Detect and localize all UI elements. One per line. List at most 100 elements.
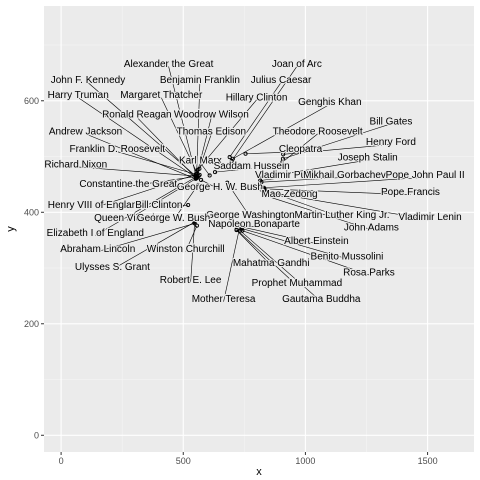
plot-panel bbox=[44, 6, 474, 452]
point-label-halo: Elizabeth I of England bbox=[47, 228, 144, 239]
leader-line bbox=[97, 223, 195, 252]
point-label-halo: Bill Clinton bbox=[135, 200, 182, 211]
point-label-halo: Albert Einstein bbox=[284, 236, 348, 247]
point-label: George H. W. Bush bbox=[177, 182, 263, 193]
point-label-halo: Bill Gates bbox=[370, 116, 413, 127]
point-label: Rosa Parks bbox=[343, 267, 395, 278]
point-label: Woodrow Wilson bbox=[174, 110, 249, 121]
point-label-halo: Gautama Buddha bbox=[282, 294, 361, 305]
leader-line bbox=[112, 222, 195, 270]
point-label-halo: Julius Caesar bbox=[251, 75, 312, 86]
point-label-halo: Winston Churchill bbox=[147, 244, 225, 255]
leader-line bbox=[75, 166, 197, 177]
leader-line bbox=[185, 225, 198, 252]
point-label: Elizabeth I of England bbox=[47, 228, 144, 239]
leader-line bbox=[263, 177, 426, 189]
point-label: Cleopatra bbox=[279, 144, 323, 155]
data-point bbox=[227, 155, 232, 160]
leader-line bbox=[264, 191, 431, 221]
point-label: Theodore Roosevelt bbox=[273, 126, 363, 137]
point-label: Saddam Hussein bbox=[214, 161, 290, 172]
leader-line bbox=[236, 229, 272, 266]
x-tick-label: 0 bbox=[59, 456, 64, 466]
point-label: Franklin D. Roosevelt bbox=[69, 144, 165, 155]
point-label: Ronald Reagan bbox=[102, 110, 172, 121]
point-label-halo: Karl Marx bbox=[179, 155, 222, 166]
point-label: Hillary Clinton bbox=[226, 92, 288, 103]
point-label: Benjamin Franklin bbox=[160, 75, 240, 86]
point-label: Julius Caesar bbox=[251, 75, 312, 86]
leader-line bbox=[260, 159, 368, 179]
data-point bbox=[240, 228, 245, 233]
point-label-halo: Cleopatra bbox=[279, 144, 323, 155]
point-label-halo: Abraham Lincoln bbox=[60, 244, 135, 255]
data-point bbox=[197, 166, 202, 171]
label-leader-lines bbox=[75, 66, 431, 302]
point-label: Mahatma Gandhi bbox=[233, 258, 310, 269]
point-label-halo: Richard Nixon bbox=[44, 159, 107, 170]
data-point bbox=[237, 226, 242, 231]
point-label-halo: Saddam Hussein bbox=[214, 161, 290, 172]
point-label: Alexander the Great bbox=[124, 59, 214, 70]
data-point bbox=[195, 175, 200, 180]
point-label: Vladimir Lenin bbox=[398, 212, 461, 223]
data-point bbox=[207, 173, 212, 178]
leader-line bbox=[223, 228, 240, 302]
point-label-halo: Queen Victoria bbox=[94, 213, 160, 224]
y-tick-label: 400 bbox=[24, 207, 39, 217]
point-label-halo: Thomas Edison bbox=[177, 126, 246, 137]
point-label: Mikhail Gorbachev bbox=[303, 170, 386, 181]
point-label-halo: Henry Ford bbox=[366, 137, 416, 148]
data-point bbox=[225, 180, 230, 185]
point-label: Vladimir Putin bbox=[255, 170, 317, 181]
point-label-halo: John Adams bbox=[344, 222, 399, 233]
leader-line bbox=[264, 189, 343, 218]
point-label: Prophet Muhammad bbox=[252, 278, 343, 289]
point-label-halo: Pope Francis bbox=[381, 187, 440, 198]
leader-line bbox=[173, 184, 199, 221]
data-point bbox=[238, 228, 243, 233]
point-label: Thomas Edison bbox=[177, 126, 246, 137]
point-label: Margaret Thatcher bbox=[120, 90, 203, 101]
point-label: Genghis Khan bbox=[298, 97, 361, 108]
point-label-halo: Vladimir Putin bbox=[255, 170, 317, 181]
point-label-halo: Alexander the Great bbox=[124, 59, 214, 70]
point-label-halo: Theodore Roosevelt bbox=[273, 126, 363, 137]
point-label: Harry Truman bbox=[48, 90, 109, 101]
leader-line bbox=[241, 228, 348, 260]
leader-line bbox=[168, 66, 197, 175]
point-label-halo: Margaret Thatcher bbox=[120, 90, 203, 101]
leader-line bbox=[95, 174, 197, 208]
leader-line bbox=[229, 82, 282, 158]
leader-line bbox=[196, 117, 212, 177]
point-label: Albert Einstein bbox=[284, 236, 348, 247]
leader-line bbox=[261, 177, 345, 183]
point-label-halo: Franklin D. Roosevelt bbox=[69, 144, 165, 155]
leader-line bbox=[241, 226, 317, 245]
leader-line bbox=[265, 195, 372, 231]
point-label-halo: Rosa Parks bbox=[343, 267, 395, 278]
point-label: Abraham Lincoln bbox=[60, 244, 135, 255]
leader-line bbox=[226, 182, 251, 218]
leader-line bbox=[117, 151, 197, 175]
point-label-halo: Mahatma Gandhi bbox=[233, 258, 310, 269]
point-label: Queen Victoria bbox=[94, 213, 160, 224]
data-point bbox=[263, 193, 268, 198]
data-point bbox=[195, 182, 200, 188]
point-label: Karl Marx bbox=[179, 155, 222, 166]
point-label-halo: Prophet Muhammad bbox=[252, 278, 343, 289]
leader-line bbox=[283, 144, 391, 155]
leader-line bbox=[128, 175, 199, 187]
point-label-halo: Constantine the Great bbox=[79, 179, 177, 190]
leader-line bbox=[136, 116, 197, 179]
point-label: Richard Nixon bbox=[44, 159, 107, 170]
point-label-halo: Benito Mussolini bbox=[311, 251, 384, 262]
point-label-halo: Joseph Stalin bbox=[338, 153, 398, 164]
leader-line bbox=[232, 104, 330, 160]
leader-line bbox=[126, 177, 198, 221]
leader-line bbox=[87, 82, 196, 177]
leader-line bbox=[200, 162, 210, 176]
point-label-halo: Ulysses S. Grant bbox=[75, 262, 150, 273]
y-tick-label: 200 bbox=[24, 319, 39, 329]
